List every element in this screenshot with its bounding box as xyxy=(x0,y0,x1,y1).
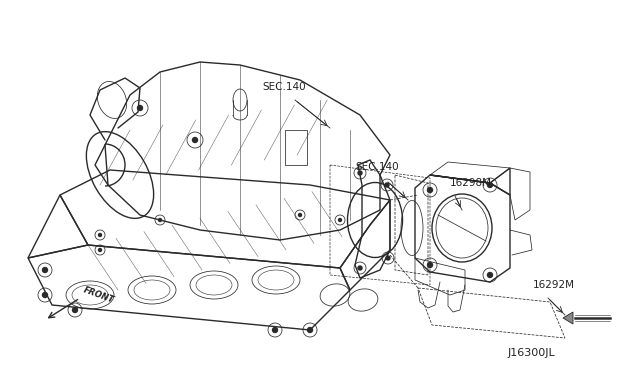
Circle shape xyxy=(307,327,312,333)
Circle shape xyxy=(358,266,362,270)
Text: J16300JL: J16300JL xyxy=(508,348,556,358)
Circle shape xyxy=(298,214,301,217)
Circle shape xyxy=(99,234,102,237)
Text: SEC.140: SEC.140 xyxy=(355,162,399,172)
Circle shape xyxy=(273,327,278,333)
Circle shape xyxy=(488,183,493,187)
Circle shape xyxy=(42,267,47,273)
Circle shape xyxy=(72,308,77,312)
Circle shape xyxy=(193,138,198,142)
Circle shape xyxy=(358,171,362,175)
Circle shape xyxy=(339,218,342,221)
Text: FRONT: FRONT xyxy=(82,285,115,305)
Text: SEC.140: SEC.140 xyxy=(262,82,306,92)
Circle shape xyxy=(428,187,433,192)
Circle shape xyxy=(386,256,390,260)
Circle shape xyxy=(138,106,143,110)
Circle shape xyxy=(99,248,102,251)
Circle shape xyxy=(428,263,433,267)
Circle shape xyxy=(385,183,389,187)
Circle shape xyxy=(159,218,161,221)
Polygon shape xyxy=(563,312,573,324)
Text: 16292M: 16292M xyxy=(533,280,575,290)
Bar xyxy=(285,130,307,165)
Circle shape xyxy=(42,292,47,298)
Text: 16298M: 16298M xyxy=(450,178,492,188)
Circle shape xyxy=(488,273,493,278)
